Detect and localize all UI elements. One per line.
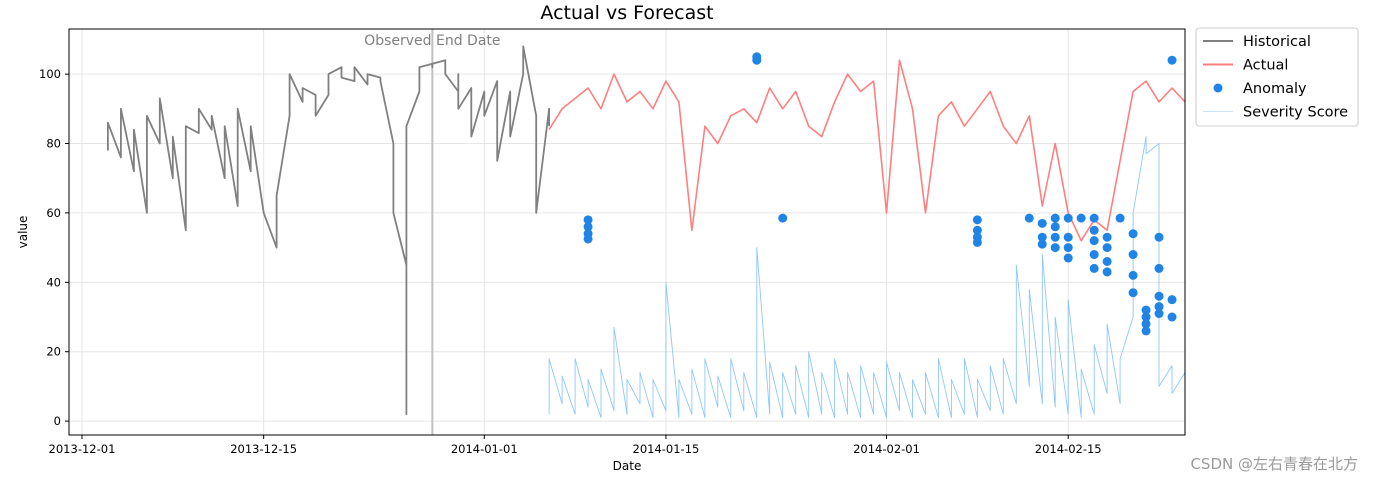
- anomaly-point: [1089, 213, 1099, 223]
- grid-lines: [69, 29, 1185, 435]
- anomaly-point: [1154, 309, 1164, 319]
- anomaly-point: [1063, 243, 1073, 253]
- anomaly-point: [1050, 213, 1060, 223]
- anomaly-point: [1102, 256, 1112, 266]
- x-tick-label: 2014-02-15: [1035, 442, 1102, 456]
- anomaly-point: [1063, 232, 1073, 242]
- anomaly-point: [752, 55, 762, 65]
- anomaly-point: [1128, 270, 1138, 280]
- legend-label-actual: Actual: [1243, 58, 1288, 74]
- anomaly-point: [1089, 263, 1099, 273]
- x-tick-label: 2014-01-15: [633, 442, 700, 456]
- anomaly-point: [583, 222, 593, 232]
- anomaly-point: [1141, 305, 1151, 315]
- anomaly-point: [1102, 243, 1112, 253]
- series-actual-line: [548, 59, 1186, 242]
- anomaly-point: [1076, 213, 1086, 223]
- anomaly-point: [1063, 213, 1073, 223]
- y-axis-label: value: [16, 216, 30, 249]
- anomaly-point: [972, 215, 982, 225]
- anomaly-point: [1089, 225, 1099, 235]
- observed-end-date-label: Observed End Date: [364, 33, 500, 49]
- anomaly-point: [1102, 267, 1112, 277]
- legend-label-anomaly: Anomaly: [1243, 81, 1307, 97]
- legend: Historical Actual Anomaly Severity Score: [1195, 27, 1359, 127]
- y-tick-label: 20: [46, 345, 61, 359]
- anomaly-point: [1037, 239, 1047, 249]
- anomaly-point: [1037, 232, 1047, 242]
- x-tick-label: 2013-12-15: [230, 442, 297, 456]
- legend-label-severity-score: Severity Score: [1243, 105, 1348, 121]
- anomaly-point: [583, 215, 593, 225]
- y-tick-label: 80: [46, 137, 61, 151]
- anomaly-point: [583, 234, 593, 244]
- anomaly-point: [1167, 295, 1177, 305]
- anomaly-point: [1154, 263, 1164, 273]
- x-tick-label: 2013-12-01: [49, 442, 116, 456]
- anomaly-point: [1128, 229, 1138, 239]
- anomaly-point: [1167, 55, 1177, 65]
- anomaly-point: [1102, 232, 1112, 242]
- anomaly-point: [1128, 288, 1138, 298]
- y-tick-label: 100: [39, 67, 61, 81]
- legend-swatch-anomaly: [1213, 83, 1223, 93]
- anomaly-point: [1141, 312, 1151, 322]
- legend-box: [1195, 27, 1359, 127]
- chart-title: Actual vs Forecast: [540, 2, 713, 24]
- plot-frame: [68, 28, 1186, 436]
- series-historical-line: [107, 45, 550, 416]
- y-tick-label: 0: [54, 414, 61, 428]
- anomaly-point: [972, 225, 982, 235]
- anomaly-point: [778, 213, 788, 223]
- anomaly-point: [1050, 232, 1060, 242]
- anomaly-point: [1167, 312, 1177, 322]
- anomaly-point: [972, 237, 982, 247]
- anomaly-point: [1037, 218, 1047, 228]
- anomaly-point: [1128, 250, 1138, 260]
- x-tick-label: 2014-02-01: [853, 442, 920, 456]
- anomaly-point: [1089, 236, 1099, 246]
- watermark: CSDN @左右青春在北方: [1190, 455, 1358, 473]
- anomaly-point: [1050, 222, 1060, 232]
- anomaly-point: [1063, 253, 1073, 263]
- x-tick-label: 2014-01-01: [451, 442, 518, 456]
- anomaly-point: [1089, 250, 1099, 260]
- y-tick-label: 60: [46, 206, 61, 220]
- anomaly-point: [1141, 319, 1151, 329]
- x-axis-label: Date: [613, 459, 642, 473]
- anomaly-point: [1024, 213, 1034, 223]
- series-severity-score-line: [548, 136, 1186, 419]
- anomaly-point: [1141, 326, 1151, 336]
- anomaly-point: [1154, 302, 1164, 312]
- x-axis: 2013-12-01 2013-12-15 2014-01-01 2014-01-15…: [49, 435, 1102, 456]
- anomaly-point: [1050, 243, 1060, 253]
- plot-area: [107, 29, 1186, 435]
- anomaly-point: [1115, 213, 1125, 223]
- anomaly-point: [1154, 232, 1164, 242]
- y-axis: 0 20 40 60 80 100: [39, 67, 69, 428]
- legend-label-historical: Historical: [1243, 34, 1311, 50]
- anomaly-point: [1154, 291, 1164, 301]
- y-tick-label: 40: [46, 275, 61, 289]
